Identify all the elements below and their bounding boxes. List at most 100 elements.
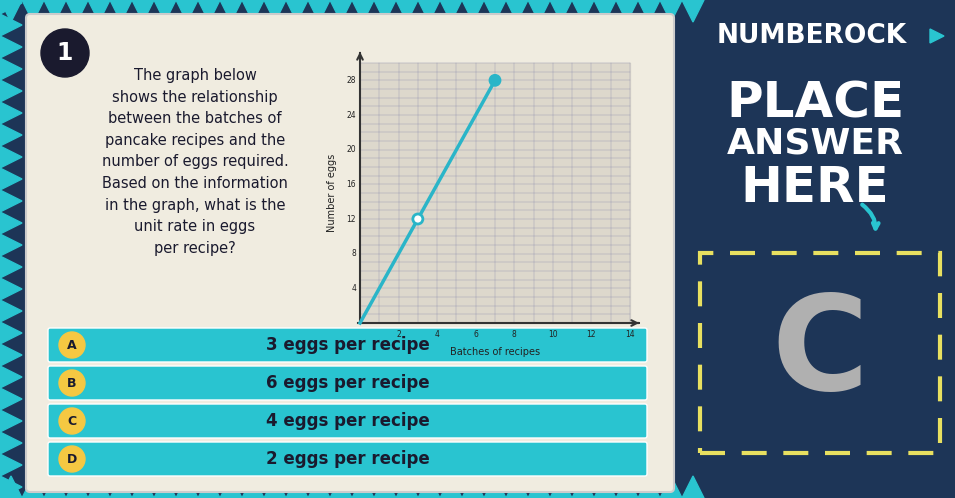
Polygon shape — [352, 476, 374, 498]
Polygon shape — [660, 0, 682, 22]
Polygon shape — [22, 0, 44, 22]
Polygon shape — [0, 212, 22, 234]
Polygon shape — [198, 476, 220, 498]
Polygon shape — [462, 476, 484, 498]
Polygon shape — [242, 0, 264, 22]
Text: Number of eggs: Number of eggs — [327, 154, 337, 232]
Polygon shape — [0, 410, 22, 432]
Polygon shape — [528, 476, 550, 498]
Text: 8: 8 — [351, 249, 356, 258]
Polygon shape — [396, 0, 418, 22]
Polygon shape — [0, 0, 22, 22]
Text: C: C — [772, 289, 868, 416]
Circle shape — [59, 370, 85, 396]
Text: 6: 6 — [474, 330, 478, 339]
Polygon shape — [440, 0, 462, 22]
Polygon shape — [572, 476, 594, 498]
Polygon shape — [462, 0, 484, 22]
Polygon shape — [418, 0, 440, 22]
Polygon shape — [0, 168, 22, 190]
Bar — [360, 63, 630, 323]
Text: PLACE: PLACE — [726, 79, 904, 127]
Circle shape — [59, 446, 85, 472]
Polygon shape — [0, 102, 22, 124]
FancyBboxPatch shape — [26, 14, 674, 492]
Polygon shape — [638, 0, 660, 22]
Text: 8: 8 — [512, 330, 517, 339]
Polygon shape — [396, 476, 418, 498]
Polygon shape — [88, 476, 110, 498]
Polygon shape — [198, 0, 220, 22]
Text: B: B — [67, 376, 76, 389]
Polygon shape — [374, 0, 396, 22]
Text: 20: 20 — [347, 145, 356, 154]
Polygon shape — [0, 14, 22, 36]
Text: C: C — [68, 414, 76, 427]
Polygon shape — [506, 0, 528, 22]
Polygon shape — [330, 476, 352, 498]
Polygon shape — [110, 0, 132, 22]
Polygon shape — [352, 0, 374, 22]
Polygon shape — [0, 300, 22, 322]
Polygon shape — [176, 0, 198, 22]
Text: D: D — [67, 453, 77, 466]
Text: 4 eggs per recipe: 4 eggs per recipe — [266, 412, 430, 430]
Polygon shape — [176, 476, 198, 498]
Text: 14: 14 — [626, 330, 635, 339]
Polygon shape — [220, 476, 242, 498]
Polygon shape — [528, 0, 550, 22]
Polygon shape — [638, 476, 660, 498]
Polygon shape — [132, 0, 154, 22]
Polygon shape — [0, 454, 22, 476]
Text: The graph below
shows the relationship
between the batches of
pancake recipes an: The graph below shows the relationship b… — [101, 68, 288, 256]
Polygon shape — [594, 0, 616, 22]
Polygon shape — [286, 476, 308, 498]
Polygon shape — [572, 0, 594, 22]
FancyBboxPatch shape — [48, 404, 647, 438]
Text: 10: 10 — [548, 330, 558, 339]
Polygon shape — [682, 476, 704, 498]
Text: 4: 4 — [351, 284, 356, 293]
Polygon shape — [286, 0, 308, 22]
Polygon shape — [0, 234, 22, 256]
Polygon shape — [22, 476, 44, 498]
Text: 3 eggs per recipe: 3 eggs per recipe — [266, 336, 430, 354]
Polygon shape — [440, 476, 462, 498]
Polygon shape — [264, 476, 286, 498]
Polygon shape — [484, 0, 506, 22]
Text: 6 eggs per recipe: 6 eggs per recipe — [266, 374, 430, 392]
Polygon shape — [506, 476, 528, 498]
Polygon shape — [616, 0, 638, 22]
Circle shape — [59, 408, 85, 434]
Circle shape — [490, 75, 500, 85]
Polygon shape — [154, 476, 176, 498]
Text: 12: 12 — [586, 330, 596, 339]
FancyBboxPatch shape — [48, 442, 647, 476]
FancyBboxPatch shape — [48, 328, 647, 362]
Polygon shape — [374, 476, 396, 498]
Polygon shape — [0, 58, 22, 80]
Text: 2 eggs per recipe: 2 eggs per recipe — [266, 450, 430, 468]
Polygon shape — [0, 366, 22, 388]
Polygon shape — [0, 476, 22, 498]
Polygon shape — [0, 0, 22, 14]
Polygon shape — [242, 476, 264, 498]
FancyBboxPatch shape — [700, 253, 940, 453]
Text: HERE: HERE — [741, 164, 889, 212]
Polygon shape — [418, 476, 440, 498]
Polygon shape — [660, 476, 682, 498]
Text: 2: 2 — [396, 330, 401, 339]
Polygon shape — [0, 322, 22, 344]
Polygon shape — [308, 0, 330, 22]
Polygon shape — [930, 29, 944, 43]
Polygon shape — [330, 0, 352, 22]
Polygon shape — [0, 256, 22, 278]
Polygon shape — [44, 0, 66, 22]
Polygon shape — [550, 0, 572, 22]
Text: Batches of recipes: Batches of recipes — [450, 347, 541, 357]
Text: 28: 28 — [347, 76, 356, 85]
Polygon shape — [0, 278, 22, 300]
Polygon shape — [682, 0, 704, 22]
Polygon shape — [0, 344, 22, 366]
Polygon shape — [66, 0, 88, 22]
